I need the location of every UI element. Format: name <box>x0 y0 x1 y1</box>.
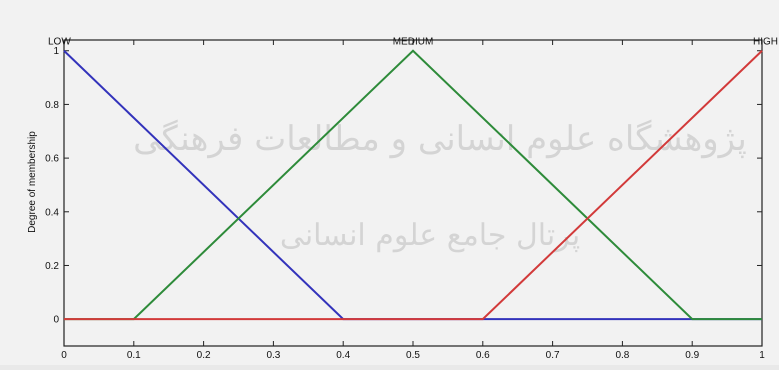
watermark: پژوهشگاه علوم انسانی و مطالعات فرهنگی پر… <box>133 119 747 253</box>
x-tick-label: 0.4 <box>336 350 350 361</box>
x-tick-label: 0.9 <box>685 350 699 361</box>
x-tick-label: 0.2 <box>197 350 211 361</box>
watermark-line-2: پرتال جامع علوم انسانی <box>280 218 580 253</box>
series-line-high <box>64 50 763 321</box>
x-tick-label: 0.3 <box>266 350 280 361</box>
y-tick-label: 1 <box>53 46 59 57</box>
y-tick-label: 0.8 <box>45 100 59 111</box>
y-tick-label: 0.4 <box>45 207 59 218</box>
x-tick-label: 0.1 <box>127 350 141 361</box>
mf-label-high: HIGH <box>753 37 778 48</box>
y-axis-label: Degree of membership <box>27 131 38 233</box>
watermark-line-1: پژوهشگاه علوم انسانی و مطالعات فرهنگی <box>133 119 747 159</box>
y-tick-label: 0.6 <box>45 154 59 165</box>
x-tick-label: 0.5 <box>406 350 420 361</box>
x-tick-label: 0.7 <box>546 350 560 361</box>
mf-label-low: LOW <box>48 37 71 48</box>
y-tick-label: 0.2 <box>45 261 59 272</box>
x-tick-label: 0.8 <box>615 350 629 361</box>
x-tick-label: 0.6 <box>476 350 490 361</box>
x-tick-label: 1 <box>759 350 765 361</box>
x-tick-label: 0 <box>61 350 67 361</box>
mf-label-medium: MEDIUM <box>393 37 434 48</box>
y-tick-label: 0 <box>53 315 59 326</box>
